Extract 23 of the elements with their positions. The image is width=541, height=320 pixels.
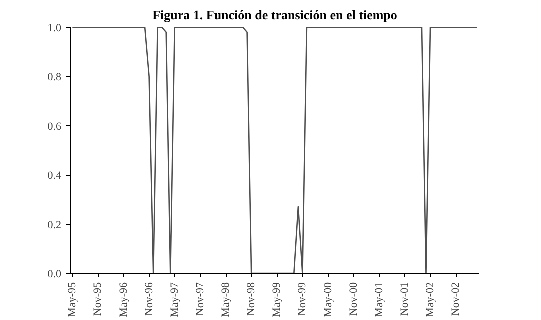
x-tick-label: Nov-99 xyxy=(296,282,309,316)
x-tick-label: May-01 xyxy=(373,282,386,318)
y-tick-label: 0.4 xyxy=(48,170,62,182)
x-tick-label: Nov-98 xyxy=(246,282,258,316)
y-tick-label: 1.0 xyxy=(48,22,62,34)
x-tick-label: Nov-97 xyxy=(194,282,206,316)
x-tick-label: Nov-02 xyxy=(450,282,462,316)
y-tick-label: 0.8 xyxy=(48,72,62,84)
x-tick-label: May-99 xyxy=(271,282,284,318)
y-tick-label: 0.0 xyxy=(48,268,62,280)
x-tick-label: Nov-95 xyxy=(92,282,104,316)
x-tick-label: Nov-96 xyxy=(143,282,156,316)
x-tick-label: May-97 xyxy=(168,282,181,318)
x-tick-label: May-00 xyxy=(322,282,334,318)
chart-title: Figura 1. Función de transición en el tiempo xyxy=(152,8,398,22)
y-tick-label: 0.6 xyxy=(48,120,62,133)
x-tick-label: Nov-01 xyxy=(398,282,411,316)
x-tick-label: May-98 xyxy=(220,282,232,318)
x-tick-label: May-96 xyxy=(118,282,130,318)
x-tick-label: Nov-00 xyxy=(348,282,360,316)
x-tick-label: May-02 xyxy=(424,282,437,318)
x-tick-label: May-95 xyxy=(66,282,79,318)
y-tick-label: 0.2 xyxy=(48,219,62,232)
